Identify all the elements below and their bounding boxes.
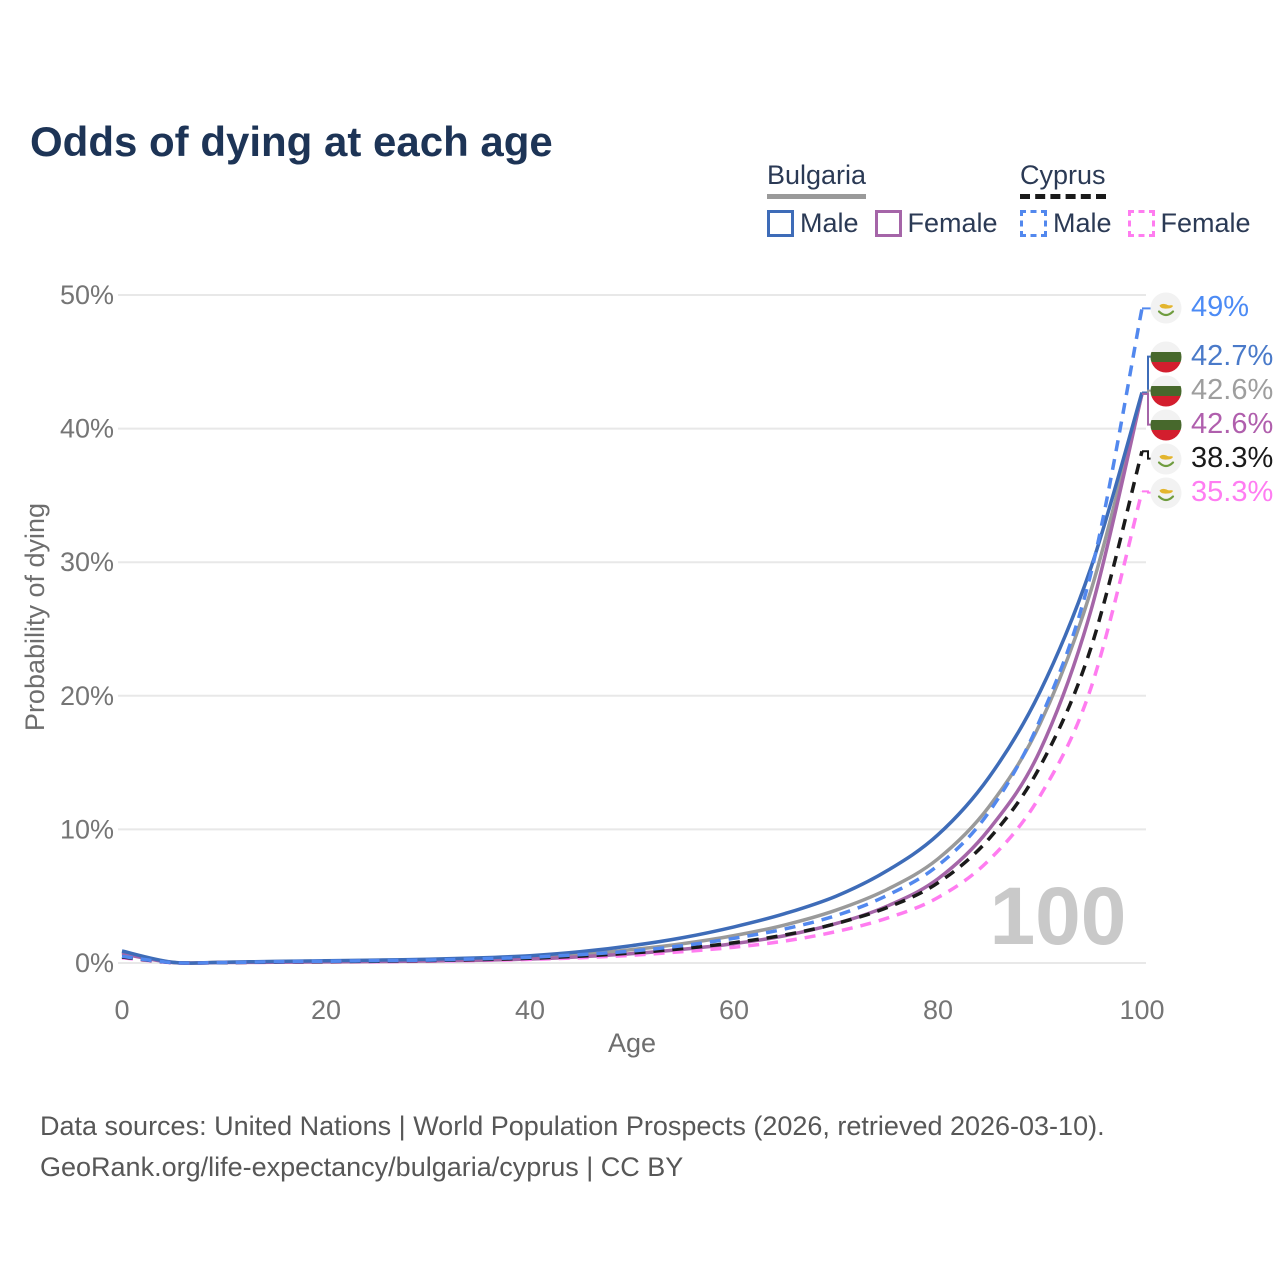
x-tick-label: 0	[114, 995, 129, 1025]
y-tick-label: 40%	[60, 414, 114, 444]
y-tick-label: 0%	[75, 948, 114, 978]
end-label-value: 38.3%	[1191, 442, 1274, 474]
x-tick-label: 60	[719, 995, 749, 1025]
legend-item-bulgaria-female[interactable]: Female	[874, 208, 998, 239]
end-label-cyprus-male: 49%	[1150, 291, 1249, 324]
footer: Data sources: United Nations | World Pop…	[40, 1106, 1105, 1188]
legend-group-bulgaria: Bulgaria Male Female	[767, 160, 998, 239]
legend-group-cyprus: Cyprus Male Female	[1020, 160, 1251, 239]
bulgaria-flag-icon	[1150, 375, 1182, 406]
y-tick-label: 10%	[60, 814, 114, 844]
end-label-bulgaria-male: 42.7%	[1150, 340, 1273, 373]
end-label-value: 42.6%	[1191, 374, 1274, 406]
page-title: Odds of dying at each age	[30, 118, 553, 166]
end-label-cyprus-female: 35.3%	[1150, 476, 1273, 509]
age-counter-watermark: 100	[990, 871, 1127, 962]
end-label-value: 42.6%	[1191, 408, 1274, 440]
footer-sources: Data sources: United Nations | World Pop…	[40, 1111, 1105, 1141]
cyprus-flag-icon	[1150, 477, 1182, 508]
end-label-value: 35.3%	[1191, 476, 1274, 508]
cyprus-female-swatch-icon	[1127, 210, 1155, 237]
x-tick-label: 100	[1119, 995, 1164, 1025]
legend-country-bulgaria[interactable]: Bulgaria	[767, 160, 867, 199]
legend-item-label: Female	[907, 208, 998, 238]
y-axis-title: Probability of dying	[20, 503, 50, 731]
x-tick-label: 40	[515, 995, 545, 1025]
bulgaria-flag-icon	[1150, 341, 1182, 372]
end-label-connector	[1142, 392, 1153, 426]
legend-item-label: Male	[1053, 208, 1112, 238]
end-label-cyprus-both-sexes: 38.3%	[1150, 442, 1273, 475]
end-label-connector	[1142, 490, 1153, 494]
legend-item-cyprus-male[interactable]: Male	[1020, 208, 1112, 239]
legend: Bulgaria Male Female Cyprus Male Female	[0, 160, 1280, 250]
bulgaria-male-swatch-icon	[767, 210, 794, 237]
bulgaria-female-swatch-icon	[874, 210, 902, 237]
y-tick-label: 50%	[60, 280, 114, 310]
y-tick-label: 20%	[60, 681, 114, 711]
legend-item-cyprus-female[interactable]: Female	[1127, 208, 1251, 239]
end-label-value: 49%	[1191, 291, 1250, 323]
legend-item-label: Female	[1160, 208, 1251, 238]
cyprus-flag-icon	[1150, 292, 1182, 323]
end-label-bulgaria-female: 42.6%	[1150, 408, 1273, 441]
x-axis-title: Age	[608, 1028, 656, 1058]
end-label-bulgaria-both-sexes: 42.6%	[1150, 374, 1273, 407]
end-label-value: 42.7%	[1191, 340, 1274, 372]
legend-country-cyprus[interactable]: Cyprus	[1020, 160, 1106, 199]
footer-attribution: GeoRank.org/life-expectancy/bulgaria/cyp…	[40, 1152, 684, 1182]
legend-item-label: Male	[800, 208, 859, 238]
x-tick-label: 80	[923, 995, 953, 1025]
end-label-connector	[1142, 355, 1153, 394]
y-tick-label: 30%	[60, 547, 114, 577]
bulgaria-flag-icon	[1150, 409, 1182, 440]
cyprus-male-swatch-icon	[1020, 210, 1047, 237]
legend-item-bulgaria-male[interactable]: Male	[767, 208, 859, 239]
series-line-cyprus-male[interactable]	[121, 308, 1144, 965]
end-label-connector	[1142, 450, 1153, 460]
cyprus-flag-icon	[1150, 443, 1182, 474]
x-tick-label: 20	[311, 995, 341, 1025]
